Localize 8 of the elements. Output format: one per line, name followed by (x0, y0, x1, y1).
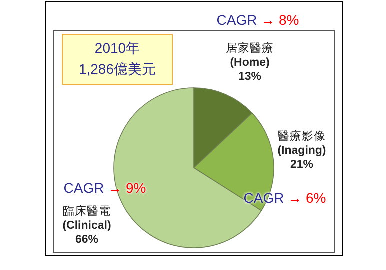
text: CAGR → 8% (216, 12, 300, 28)
slice-label: 臨床醫電 (Clinical) (62, 205, 112, 233)
slice-label: 居家醫療 (Home) (225, 42, 275, 70)
data-label: 21% (289, 158, 315, 172)
data-label: 66% (74, 233, 100, 247)
slice-label: 醫療影像 (Inaging) (276, 130, 328, 158)
data-label: 13% (237, 70, 263, 84)
text: 2010年 1,286億美元 (78, 39, 158, 79)
